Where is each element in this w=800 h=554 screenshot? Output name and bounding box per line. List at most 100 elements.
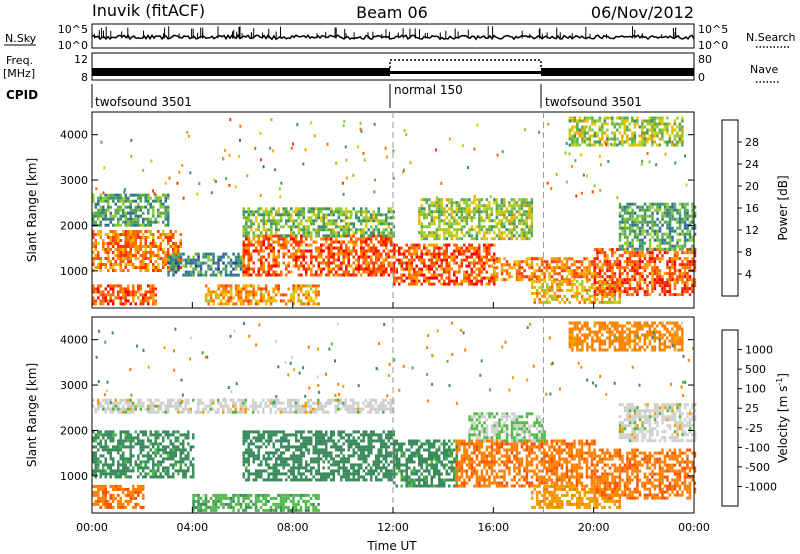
power-cell: [633, 229, 637, 233]
power-cell: [385, 216, 388, 220]
power-cell: [558, 294, 561, 298]
power-cell: [385, 228, 388, 232]
power-cell: [485, 255, 488, 259]
power-cell: [588, 285, 591, 289]
power-cell: [631, 293, 634, 297]
power-cell: [272, 219, 275, 223]
power-cell: [139, 214, 142, 218]
power-cell: [152, 211, 155, 215]
power-cell: [430, 222, 434, 226]
power-cell: [345, 210, 348, 214]
velocity-cell: [159, 433, 162, 437]
power-cell: [580, 269, 584, 273]
power-cell: [633, 143, 637, 147]
power-cell: [202, 273, 205, 277]
power-cell: [596, 288, 599, 292]
power-cell: [440, 210, 444, 214]
velocity-cell: [162, 466, 165, 470]
power-cell: [372, 246, 375, 250]
power-cell: [640, 162, 643, 166]
power-cell: [425, 264, 428, 268]
power-cell: [623, 205, 627, 209]
velocity-cell: [102, 487, 105, 491]
power-cell: [307, 219, 310, 223]
power-cell: [132, 208, 135, 212]
power-cell: [668, 278, 672, 282]
power-cell: [312, 207, 315, 211]
power-cell: [255, 216, 258, 220]
power-cell: [114, 214, 117, 218]
power-cell: [112, 217, 115, 221]
power-cell: [611, 116, 614, 120]
power-cell: [335, 234, 338, 238]
power-cell: [601, 294, 604, 298]
power-cell: [184, 270, 188, 274]
power-cell: [302, 267, 305, 271]
power-cell: [430, 210, 434, 214]
power-cell: [621, 122, 624, 126]
power-cell: [282, 252, 285, 256]
velocity-cell: [109, 472, 112, 476]
power-cell: [658, 119, 662, 123]
power-cell: [99, 208, 102, 212]
power-cell: [540, 260, 544, 264]
power-cell: [157, 214, 160, 218]
power-cell: [413, 276, 416, 280]
power-cell: [119, 205, 122, 209]
power-cell: [292, 296, 295, 300]
power-cell: [651, 128, 654, 132]
velocity-cell: [102, 484, 105, 488]
power-cell: [678, 238, 682, 242]
power-cell: [480, 270, 483, 274]
power-cell: [107, 302, 110, 306]
power-cell: [109, 214, 112, 218]
power-cell: [420, 258, 423, 262]
power-cell: [661, 119, 664, 123]
power-cell: [683, 275, 687, 279]
power-cell: [548, 300, 551, 304]
power-cell: [130, 138, 133, 142]
power-cell: [528, 278, 531, 282]
power-cell: [257, 299, 260, 303]
power-cell: [523, 204, 526, 208]
power-cell: [553, 272, 556, 276]
power-cell: [693, 284, 697, 288]
power-cell: [365, 270, 368, 274]
power-cell: [678, 278, 682, 282]
power-cell: [623, 128, 627, 132]
power-cell: [453, 201, 456, 205]
velocity-cell: [109, 466, 112, 470]
power-cell: [475, 276, 478, 280]
velocity-cell: [154, 451, 157, 455]
power-cell: [222, 290, 225, 294]
power-cell: [295, 252, 298, 256]
power-cell: [524, 128, 527, 132]
power-cell: [523, 213, 526, 217]
power-cell: [618, 247, 622, 251]
power-cell: [533, 285, 536, 289]
power-cell: [688, 293, 692, 297]
power-cell: [470, 219, 474, 223]
velocity-cell: [104, 472, 107, 476]
power-cell: [122, 260, 125, 263]
power-cell: [608, 290, 612, 294]
power-cell: [450, 258, 453, 262]
power-cell: [586, 279, 589, 283]
power-cell: [585, 257, 589, 261]
power-cell: [470, 246, 473, 250]
power-cell: [360, 228, 363, 232]
power-cell: [673, 293, 677, 297]
velocity-cell: [174, 463, 177, 467]
power-cell: [94, 302, 97, 306]
power-cell: [373, 190, 376, 194]
power-cell: [683, 202, 687, 206]
power-cell: [377, 270, 380, 274]
power-cell: [648, 232, 652, 236]
power-cell: [623, 248, 627, 252]
power-cell: [122, 251, 125, 254]
power-cell: [277, 261, 280, 265]
power-cell: [270, 264, 273, 268]
power-cell: [490, 258, 493, 262]
power-cell: [623, 116, 627, 120]
velocity-cell: [124, 433, 127, 437]
